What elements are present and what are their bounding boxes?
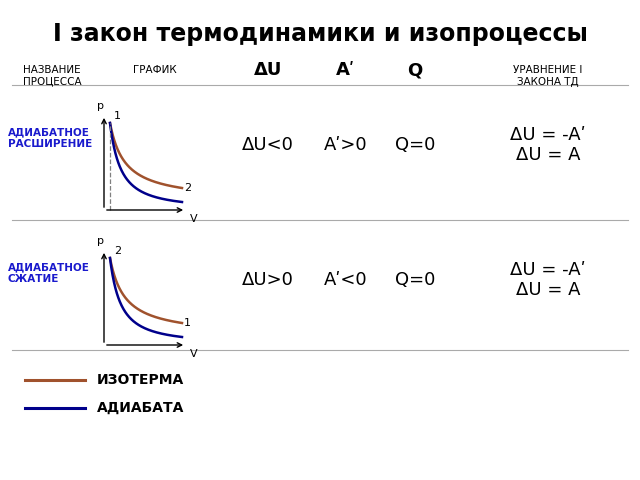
Text: 1: 1	[184, 318, 191, 328]
Text: I закон термодинамики и изопроцессы: I закон термодинамики и изопроцессы	[52, 22, 588, 46]
Text: Aʹ<0: Aʹ<0	[324, 271, 368, 289]
Text: ΔU = -Aʹ: ΔU = -Aʹ	[510, 126, 586, 144]
Text: ΔU = A: ΔU = A	[516, 146, 580, 164]
Text: V: V	[190, 214, 198, 224]
Text: АДИАБАТНОЕ
РАСШИРЕНИЕ: АДИАБАТНОЕ РАСШИРЕНИЕ	[8, 127, 92, 149]
Text: ИЗОТЕРМА: ИЗОТЕРМА	[97, 373, 184, 387]
Text: УРАВНЕНИЕ I
ЗАКОНА ТД: УРАВНЕНИЕ I ЗАКОНА ТД	[513, 65, 582, 86]
Text: Q=0: Q=0	[395, 271, 435, 289]
Text: p: p	[97, 236, 104, 246]
Text: Q: Q	[408, 61, 422, 79]
Text: АДИАБАТА: АДИАБАТА	[97, 401, 184, 415]
Text: ΔU>0: ΔU>0	[242, 271, 294, 289]
Text: 1: 1	[114, 111, 121, 121]
Text: p: p	[97, 101, 104, 111]
Text: ΔU = -Aʹ: ΔU = -Aʹ	[510, 261, 586, 279]
Text: ГРАФИК: ГРАФИК	[133, 65, 177, 75]
Text: НАЗВАНИЕ
ПРОЦЕССА: НАЗВАНИЕ ПРОЦЕССА	[22, 65, 81, 86]
Text: ΔU = A: ΔU = A	[516, 281, 580, 299]
Text: Q=0: Q=0	[395, 136, 435, 154]
Text: V: V	[190, 349, 198, 359]
Text: Aʹ>0: Aʹ>0	[324, 136, 368, 154]
Text: ΔU: ΔU	[254, 61, 282, 79]
Text: ΔU<0: ΔU<0	[242, 136, 294, 154]
Text: Aʹ: Aʹ	[337, 61, 356, 79]
Text: 2: 2	[184, 183, 191, 193]
Text: 2: 2	[114, 246, 121, 256]
Text: АДИАБАТНОЕ
СЖАТИЕ: АДИАБАТНОЕ СЖАТИЕ	[8, 262, 90, 284]
